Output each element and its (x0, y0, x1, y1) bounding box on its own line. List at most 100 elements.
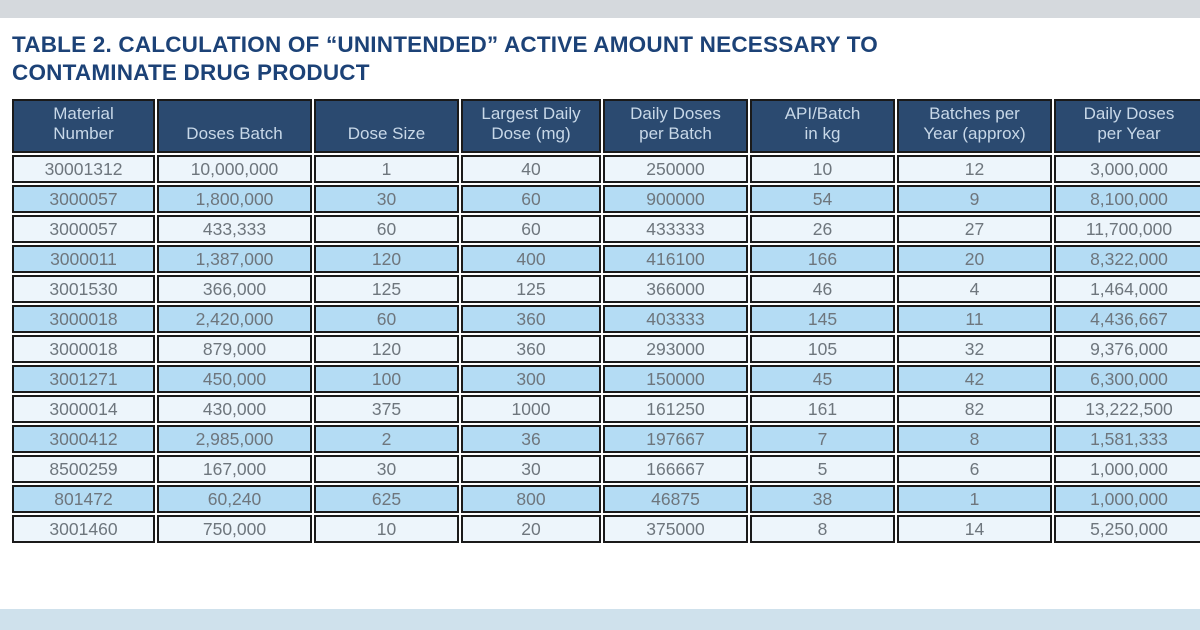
table-cell: 6,300,000 (1054, 365, 1200, 393)
table-cell: 45 (750, 365, 895, 393)
column-header: Material Number (12, 99, 155, 153)
table-cell: 433333 (603, 215, 748, 243)
table-cell: 161 (750, 395, 895, 423)
table-cell: 4,436,667 (1054, 305, 1200, 333)
table-cell: 3001530 (12, 275, 155, 303)
table-cell: 879,000 (157, 335, 312, 363)
table-cell: 13,222,500 (1054, 395, 1200, 423)
table-cell: 60 (314, 305, 459, 333)
header-row: Material Number Doses Batch Dose Size Large… (12, 99, 1200, 153)
table-row: 30001312 10,000,000 1 40 250000 10 12 3,000,000 (12, 155, 1200, 183)
table-cell: 7 (750, 425, 895, 453)
column-header: API/Batch in kg (750, 99, 895, 153)
table-cell: 375 (314, 395, 459, 423)
table-row: 3000057 1,800,000 30 60 900000 54 9 8,100,000 (12, 185, 1200, 213)
table-cell: 5,250,000 (1054, 515, 1200, 543)
table-cell: 167,000 (157, 455, 312, 483)
table-cell: 12 (897, 155, 1052, 183)
table-cell: 801472 (12, 485, 155, 513)
table-cell: 46 (750, 275, 895, 303)
table-cell: 1,000,000 (1054, 485, 1200, 513)
table-cell: 3000057 (12, 215, 155, 243)
table-cell: 3000018 (12, 335, 155, 363)
table-row: 3001460 750,000 10 20 375000 8 14 5,250,000 (12, 515, 1200, 543)
table-cell: 38 (750, 485, 895, 513)
table-cell: 8,100,000 (1054, 185, 1200, 213)
table-cell: 1,800,000 (157, 185, 312, 213)
table-cell: 10 (314, 515, 459, 543)
table-cell: 1,000,000 (1054, 455, 1200, 483)
table-cell: 750,000 (157, 515, 312, 543)
table-cell: 400 (461, 245, 601, 273)
table-row: 3000014 430,000 375 1000 161250 161 82 13,222,5… (12, 395, 1200, 423)
table-row: 8500259 167,000 30 30 166667 5 6 1,000,000 (12, 455, 1200, 483)
table-cell: 60 (461, 215, 601, 243)
table-cell: 430,000 (157, 395, 312, 423)
table-cell: 11,700,000 (1054, 215, 1200, 243)
table-cell: 250000 (603, 155, 748, 183)
table-cell: 20 (897, 245, 1052, 273)
table-cell: 800 (461, 485, 601, 513)
table-cell: 2,985,000 (157, 425, 312, 453)
table-cell: 625 (314, 485, 459, 513)
table-cell: 166 (750, 245, 895, 273)
table-cell: 450,000 (157, 365, 312, 393)
column-header: Doses Batch (157, 99, 312, 153)
table-cell: 360 (461, 305, 601, 333)
table-cell: 9,376,000 (1054, 335, 1200, 363)
table-row: 801472 60,240 625 800 46875 38 1 1,000,000 (12, 485, 1200, 513)
table-cell: 30 (461, 455, 601, 483)
table-cell: 3000011 (12, 245, 155, 273)
table-cell: 42 (897, 365, 1052, 393)
table-cell: 375000 (603, 515, 748, 543)
table-cell: 1000 (461, 395, 601, 423)
table-row: 3000018 879,000 120 360 293000 105 32 9,376,000 (12, 335, 1200, 363)
table-cell: 3,000,000 (1054, 155, 1200, 183)
top-bar (0, 0, 1200, 18)
table-cell: 9 (897, 185, 1052, 213)
data-table-wrapper: Material Number Doses Batch Dose Size Large… (10, 97, 1200, 545)
table-row: 3000018 2,420,000 60 360 403333 145 11 4,436,66… (12, 305, 1200, 333)
table-row: 3000011 1,387,000 120 400 416100 166 20 8,322,0… (12, 245, 1200, 273)
table-cell: 1,464,000 (1054, 275, 1200, 303)
table-row: 3001271 450,000 100 300 150000 45 42 6,300,000 (12, 365, 1200, 393)
table-cell: 100 (314, 365, 459, 393)
table-cell: 300 (461, 365, 601, 393)
table-row: 3000057 433,333 60 60 433333 26 27 11,700,000 (12, 215, 1200, 243)
table-cell: 166667 (603, 455, 748, 483)
table-cell: 32 (897, 335, 1052, 363)
table-cell: 360 (461, 335, 601, 363)
table-cell: 1,387,000 (157, 245, 312, 273)
data-table: Material Number Doses Batch Dose Size Large… (10, 97, 1200, 545)
table-cell: 3001271 (12, 365, 155, 393)
table-row: 3000412 2,985,000 2 36 197667 7 8 1,581,333 (12, 425, 1200, 453)
table-cell: 2,420,000 (157, 305, 312, 333)
column-header: Dose Size (314, 99, 459, 153)
table-cell: 366,000 (157, 275, 312, 303)
table-cell: 8 (750, 515, 895, 543)
table-cell: 125 (461, 275, 601, 303)
table-cell: 10 (750, 155, 895, 183)
table-cell: 60 (461, 185, 601, 213)
table-cell: 120 (314, 335, 459, 363)
table-cell: 10,000,000 (157, 155, 312, 183)
table-cell: 26 (750, 215, 895, 243)
table-cell: 366000 (603, 275, 748, 303)
table-cell: 14 (897, 515, 1052, 543)
column-header: Daily Doses per Year (1054, 99, 1200, 153)
table-cell: 293000 (603, 335, 748, 363)
page-title-line1: TABLE 2. CALCULATION OF “UNINTENDED” ACT… (12, 32, 878, 57)
table-cell: 30 (314, 455, 459, 483)
table-cell: 82 (897, 395, 1052, 423)
table-cell: 197667 (603, 425, 748, 453)
table-cell: 27 (897, 215, 1052, 243)
table-cell: 150000 (603, 365, 748, 393)
table-cell: 120 (314, 245, 459, 273)
table-cell: 3000018 (12, 305, 155, 333)
table-cell: 1 (314, 155, 459, 183)
table-cell: 20 (461, 515, 601, 543)
table-cell: 125 (314, 275, 459, 303)
table-cell: 105 (750, 335, 895, 363)
table-cell: 3000057 (12, 185, 155, 213)
table-cell: 4 (897, 275, 1052, 303)
